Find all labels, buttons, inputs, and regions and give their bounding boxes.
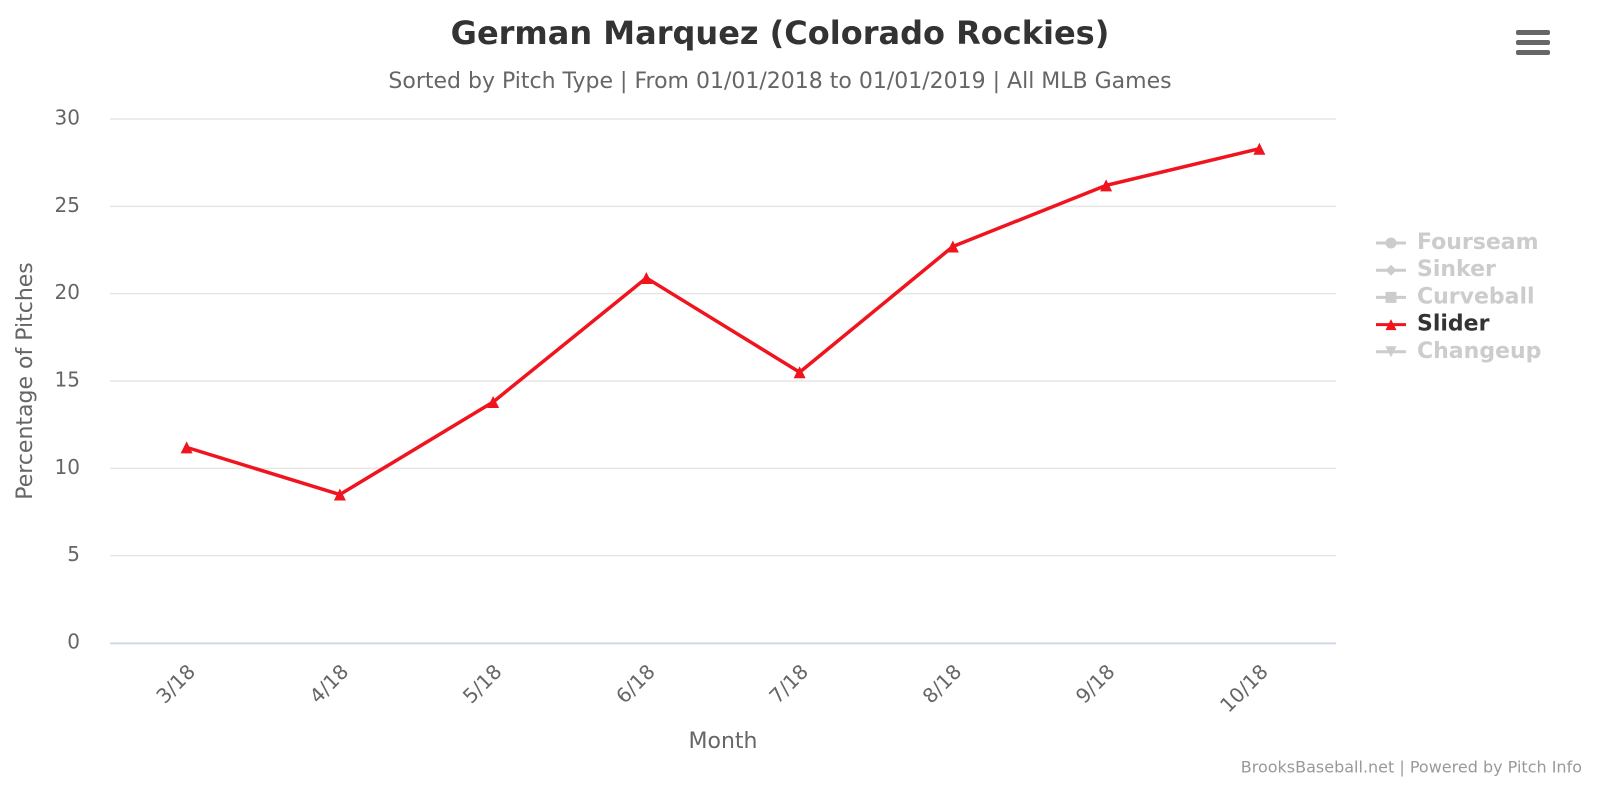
legend-symbol xyxy=(1385,346,1397,358)
y-axis-title: Percentage of Pitches xyxy=(13,262,38,500)
menu-button[interactable] xyxy=(1516,30,1550,55)
x-tick-label: 9/18 xyxy=(1071,659,1120,708)
legend-symbol xyxy=(1385,237,1397,249)
legend-item[interactable]: Curveball xyxy=(1376,284,1535,309)
y-tick-label: 10 xyxy=(55,455,80,479)
x-tick-label: 5/18 xyxy=(458,659,507,708)
legend-item[interactable]: Slider xyxy=(1376,312,1490,337)
chart-title: German Marquez (Colorado Rockies) xyxy=(451,14,1110,52)
data-point xyxy=(180,441,193,454)
data-point xyxy=(946,240,959,253)
x-tick-label: 6/18 xyxy=(611,659,660,708)
legend-symbol xyxy=(1385,291,1397,303)
data-point xyxy=(487,395,500,408)
legend-label: Sinker xyxy=(1417,257,1496,282)
x-tick-label: 10/18 xyxy=(1215,659,1273,717)
series-line xyxy=(186,146,1260,497)
legend-item[interactable]: Fourseam xyxy=(1376,230,1539,255)
chart-subtitle: Sorted by Pitch Type | From 01/01/2018 t… xyxy=(388,69,1171,94)
y-tick-label: 20 xyxy=(55,280,80,304)
x-tick-label: 8/18 xyxy=(918,659,967,708)
y-tick-label: 15 xyxy=(55,368,80,392)
x-tick-label: 4/18 xyxy=(305,659,354,708)
x-tick-label: 3/18 xyxy=(151,659,200,708)
legend-symbol xyxy=(1385,319,1397,331)
legend-label: Changeup xyxy=(1417,339,1541,364)
legend-label: Fourseam xyxy=(1417,230,1539,255)
legend-label: Curveball xyxy=(1417,284,1535,309)
legend-label: Slider xyxy=(1417,312,1490,337)
credits: BrooksBaseball.net | Powered by Pitch In… xyxy=(1241,758,1582,777)
y-tick-label: 5 xyxy=(67,542,80,566)
x-tick-label: 7/18 xyxy=(764,659,813,708)
menu-bar xyxy=(1516,30,1550,35)
y-tick-label: 25 xyxy=(55,193,80,217)
y-tick-label: 0 xyxy=(67,630,80,654)
data-point xyxy=(793,366,806,379)
legend-symbol xyxy=(1385,264,1397,276)
x-axis-title: Month xyxy=(689,729,758,754)
y-tick-label: 30 xyxy=(55,106,80,130)
data-point xyxy=(1100,179,1113,192)
menu-bar xyxy=(1516,50,1550,55)
data-point xyxy=(640,271,653,284)
data-point xyxy=(1253,142,1266,155)
legend-item[interactable]: Changeup xyxy=(1376,339,1541,364)
menu-bar xyxy=(1516,40,1550,45)
legend-item[interactable]: Sinker xyxy=(1376,257,1496,282)
data-point xyxy=(333,488,346,501)
